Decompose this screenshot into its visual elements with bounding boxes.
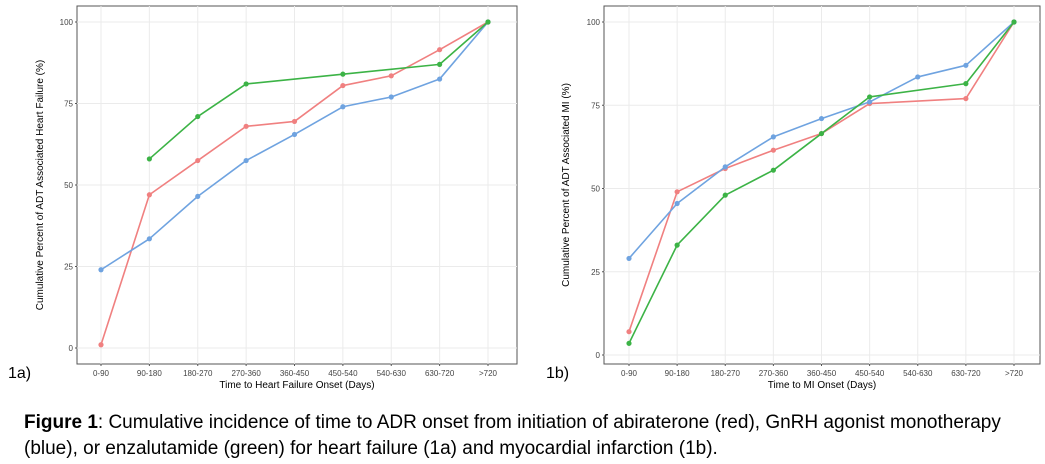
data-point [340, 104, 346, 110]
data-point [146, 156, 152, 162]
x-tick-label: 450-540 [855, 369, 885, 378]
y-tick-label: 100 [60, 18, 74, 27]
x-tick-label: 630-720 [951, 369, 981, 378]
data-point [243, 123, 249, 129]
data-point [770, 147, 776, 153]
data-point [674, 189, 680, 195]
x-tick-label: 270-360 [231, 369, 261, 378]
x-axis-title: Time to Heart Failure Onset (Days) [219, 380, 374, 391]
x-tick-label: >720 [1005, 369, 1024, 378]
figure-caption: Figure 1: Cumulative incidence of time t… [24, 410, 1034, 462]
panel-label-1b: 1b) [546, 365, 570, 382]
x-tick-label: 360-450 [807, 369, 837, 378]
data-point [195, 193, 201, 200]
data-point [963, 81, 969, 87]
x-tick-label: 180-270 [711, 369, 741, 378]
data-point [818, 115, 825, 122]
data-point [915, 74, 921, 80]
data-point [722, 164, 728, 170]
series-line [628, 21, 1015, 344]
mi-chart: 0 25 50 75 100 0-90 90-180 180-270 270-360 360-45… [561, 5, 1041, 391]
data-point [1011, 19, 1017, 25]
data-point [818, 130, 825, 137]
x-tick-label: 450-540 [328, 369, 358, 378]
data-point [770, 134, 776, 140]
data-point [146, 192, 152, 198]
data-point [388, 94, 394, 100]
y-tick-label: 100 [587, 18, 601, 27]
data-point [626, 340, 632, 346]
y-tick-label: 0 [596, 351, 601, 360]
data-point [340, 71, 346, 77]
data-point [388, 73, 394, 79]
series-line [628, 21, 1015, 332]
data-point [98, 342, 104, 348]
x-tick-label: 0-90 [93, 369, 110, 378]
x-tick-label: 180-270 [183, 369, 213, 378]
y-axis-title: Cumulative Percent of ADT Associated MI … [561, 83, 572, 287]
x-tick-label: 540-630 [903, 369, 933, 378]
y-tick-label: 50 [591, 185, 600, 194]
data-point [146, 236, 152, 242]
x-tick-label: 630-720 [425, 369, 455, 378]
data-point [195, 157, 201, 164]
data-point [963, 62, 969, 68]
data-point [437, 47, 443, 53]
data-point [963, 95, 969, 102]
x-tick-label: 270-360 [759, 369, 789, 378]
x-tick-label: >720 [479, 369, 498, 378]
y-tick-label: 50 [64, 181, 73, 190]
data-point [674, 242, 680, 248]
data-point [291, 131, 298, 138]
data-point [626, 255, 632, 262]
x-tick-label: 0-90 [621, 369, 638, 378]
heart-failure-chart: 0 25 50 75 100 0-90 90-180 180-270 270-360 360-45… [35, 5, 518, 391]
data-point [674, 200, 680, 207]
data-point [243, 157, 249, 164]
y-tick-label: 25 [591, 268, 600, 277]
data-point [867, 99, 873, 105]
data-point [340, 82, 346, 89]
x-tick-label: 360-450 [280, 369, 310, 378]
x-axis-title: Time to MI Onset (Days) [768, 380, 877, 391]
caption-figure-label: Figure 1 [24, 412, 98, 433]
chart-panel-1a: 0 25 50 75 100 0-90 90-180 180-270 270-360 360-45… [0, 0, 522, 400]
y-tick-label: 75 [591, 101, 600, 110]
data-point [485, 19, 491, 25]
x-tick-label: 90-180 [137, 369, 162, 378]
data-point [770, 167, 776, 173]
y-tick-label: 25 [64, 263, 73, 272]
data-point [98, 267, 104, 273]
y-tick-label: 0 [69, 344, 74, 353]
series-line [148, 21, 489, 160]
data-point [243, 81, 249, 87]
x-tick-label: 540-630 [377, 369, 407, 378]
data-point [867, 94, 873, 100]
caption-text: : Cumulative incidence of time to ADR on… [24, 412, 1001, 459]
data-point [437, 76, 443, 82]
data-point [722, 192, 728, 198]
y-axis-title: Cumulative Percent of ADT Associated Hea… [35, 60, 46, 310]
data-point [626, 329, 632, 335]
y-tick-label: 75 [64, 100, 73, 109]
chart-panel-1b: 0 25 50 75 100 0-90 90-180 180-270 270-360 360-45… [522, 0, 1045, 400]
data-point [195, 113, 201, 120]
data-point [437, 61, 443, 67]
panel-label-1a: 1a) [8, 365, 32, 382]
x-tick-label: 90-180 [665, 369, 690, 378]
data-point [291, 118, 298, 125]
